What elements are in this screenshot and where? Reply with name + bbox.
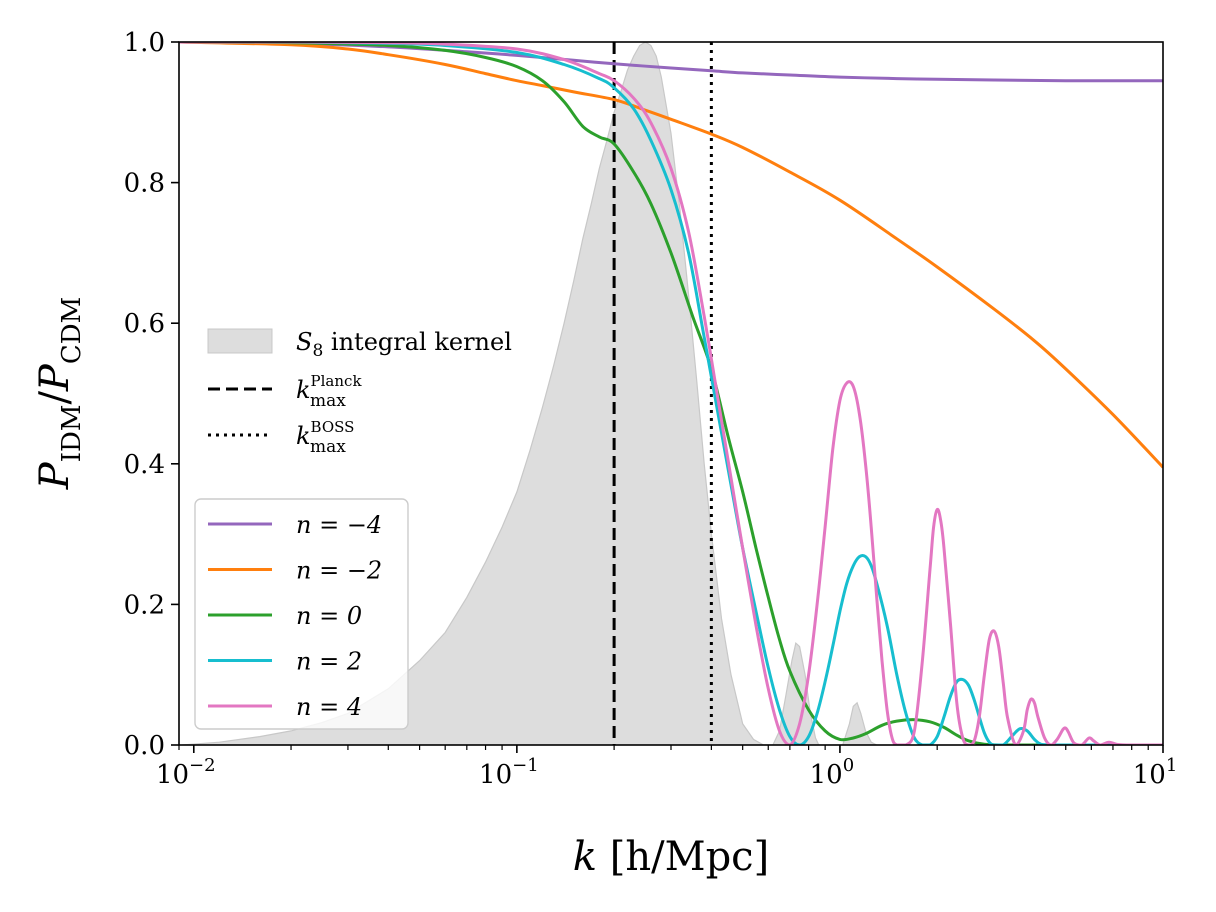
x-axis-title: k [h/Mpc] [573,834,769,880]
y-tick-label: 0.8 [124,169,165,199]
legend-k-boss-label: kBOSS max [296,418,354,457]
legend-reference: S8 integral kernel kPlanck max kBOSS max [207,328,512,457]
legend-label-series-n-2: n = 2 [296,648,362,676]
legend-entry-k-boss: kBOSS max [208,418,354,457]
y-tick-label: 0.4 [124,450,165,480]
legend-label-series-n-minus-4: n = −4 [296,511,382,539]
legend-k-planck-label: kPlanck max [296,372,362,411]
plot-area [179,42,1163,745]
legend-series-frame [194,498,409,730]
x-tick-label: 10−2 [156,755,216,790]
kernel-area [182,42,877,745]
legend-label-series-n-minus-2: n = −2 [296,557,382,585]
series-n-0 [179,42,1163,745]
y-tick-label: 0.2 [124,590,165,620]
legend-entry-k-planck: kPlanck max [208,372,362,411]
series-n-2 [179,42,1163,745]
legend-entry-kernel: S8 integral kernel [207,328,512,361]
x-tick-label: 10−1 [479,755,539,790]
y-axis-title: PIDM/PCDM [32,297,87,490]
x-tick-label: 101 [1133,755,1178,790]
legend-kernel-label: S8 integral kernel [296,328,512,361]
y-tick-label: 0.0 [124,731,165,761]
series-n-minus-2 [179,42,1163,469]
legend-label-series-n-4: n = 4 [296,693,362,721]
legend-label-series-n-0: n = 0 [296,602,362,630]
y-tick-label: 0.6 [124,309,165,339]
y-tick-label: 1.0 [124,28,165,58]
legend-kernel-swatch [207,328,273,354]
x-tick-label: 100 [810,755,855,790]
axis-ticks [171,41,1164,753]
legend-series: n = −4 n = −2 n = 0 n = 2 n = 4 [194,498,409,730]
axis-tick-labels: 0.0 0.2 0.4 0.6 0.8 1.0 10−2 10−1 100 101 [124,28,1178,790]
